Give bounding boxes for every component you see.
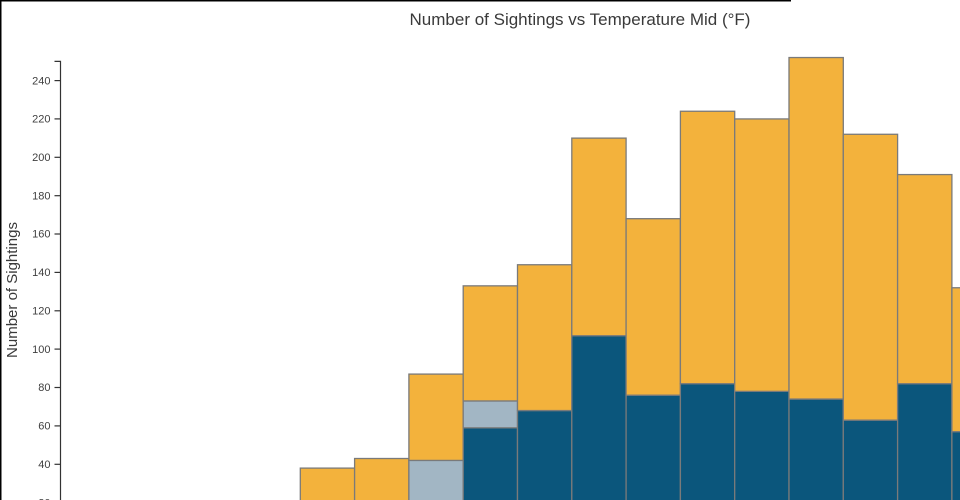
bar-segment-dark_blue <box>896 383 953 500</box>
y-tick-label: 60 <box>38 421 50 433</box>
y-tick-label: 80 <box>38 382 50 394</box>
y-tick-label: 140 <box>32 267 50 279</box>
y-tick-label: 160 <box>32 229 50 241</box>
chart-title: Number of Sightings vs Temperature Mid (… <box>410 10 751 29</box>
bar-segment-orange <box>516 264 573 412</box>
y-tick-label: 180 <box>32 190 50 202</box>
bars-group <box>299 56 960 500</box>
bar-segment-dark_blue <box>951 430 960 500</box>
bar-segment-dark_blue <box>571 335 627 500</box>
y-tick-label: 20 <box>38 497 50 500</box>
bar-segment-orange <box>788 56 844 400</box>
bar-segment-orange <box>299 467 356 500</box>
bar-segment-orange <box>353 457 410 500</box>
bar-segment-orange <box>951 287 960 433</box>
bar-segment-orange <box>571 137 627 337</box>
y-tick-label: 240 <box>32 75 50 87</box>
bar-segment-light_blue <box>408 459 464 500</box>
bar-segment-dark_blue <box>788 398 844 500</box>
bar-segment-dark_blue <box>516 409 573 500</box>
y-axis-spine <box>54 60 62 500</box>
y-tick-label: 120 <box>32 306 50 318</box>
y-tick-label: 200 <box>32 152 50 164</box>
y-axis-label: Number of Sightings <box>4 222 21 358</box>
bar-segment-dark_blue <box>842 419 899 500</box>
bar-segment-dark_blue <box>679 383 736 500</box>
frame-left-border <box>0 0 2 500</box>
y-tick-label: 40 <box>38 459 50 471</box>
bar-segment-dark_blue <box>734 390 790 500</box>
bar-segment-orange <box>842 133 899 421</box>
bar-segment-orange <box>734 118 790 393</box>
bar-segment-dark_blue <box>462 427 519 500</box>
bar-segment-orange <box>462 285 519 402</box>
bar-segment-light_blue <box>462 400 519 429</box>
bar-segment-orange <box>408 373 464 462</box>
bar-segment-orange <box>896 173 953 385</box>
y-tick-label: 220 <box>32 114 50 126</box>
bar-segment-orange <box>625 218 682 396</box>
bar-segment-dark_blue <box>625 394 682 500</box>
bar-segment-orange <box>679 110 736 385</box>
y-tick-label: 100 <box>32 344 50 356</box>
y-axis: 20 40 60 80 100 120 140 160 180 200 220 240 <box>32 60 62 500</box>
frame-top-border <box>0 0 791 2</box>
